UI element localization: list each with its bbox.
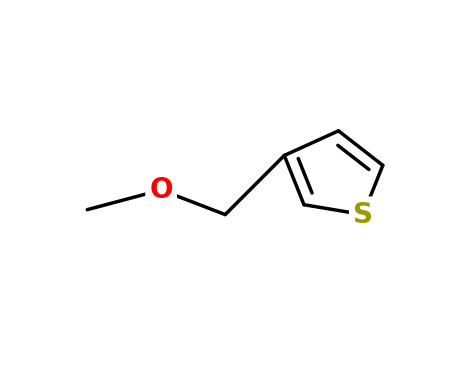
Text: S: S (353, 200, 373, 229)
Text: O: O (150, 176, 173, 204)
